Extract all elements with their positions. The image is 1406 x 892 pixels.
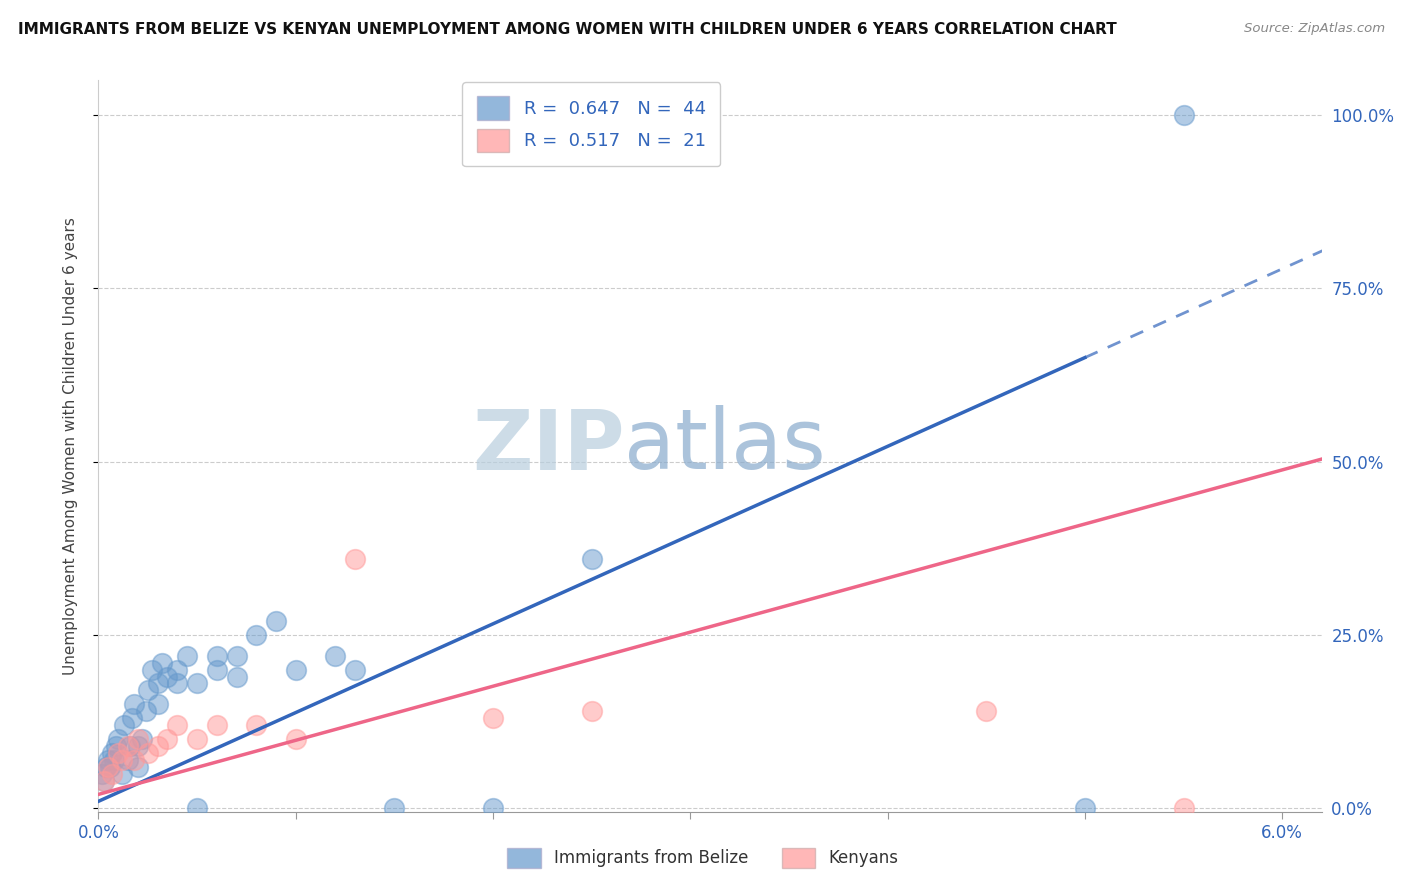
Point <box>141 663 163 677</box>
Point <box>97 753 120 767</box>
Text: IMMIGRANTS FROM BELIZE VS KENYAN UNEMPLOYMENT AMONG WOMEN WITH CHILDREN UNDER 6 : IMMIGRANTS FROM BELIZE VS KENYAN UNEMPLO… <box>18 22 1116 37</box>
Point <box>581 704 603 718</box>
Point <box>284 731 307 746</box>
Point <box>117 753 139 767</box>
Point <box>245 718 267 732</box>
Point <box>91 766 114 780</box>
Point <box>343 551 366 566</box>
Point <box>186 731 208 746</box>
Point <box>186 676 208 690</box>
Point <box>205 663 228 677</box>
Point <box>146 676 169 690</box>
Point <box>112 718 135 732</box>
Point <box>323 648 346 663</box>
Point <box>343 663 366 677</box>
Point <box>166 663 188 677</box>
Point <box>96 759 118 773</box>
Point <box>93 773 115 788</box>
Point <box>131 731 153 746</box>
Point <box>101 746 124 760</box>
Point <box>482 801 505 815</box>
Point <box>127 759 149 773</box>
Point <box>105 739 128 753</box>
Point <box>136 683 159 698</box>
Point <box>581 551 603 566</box>
Point <box>150 656 173 670</box>
Point <box>225 648 247 663</box>
Point <box>974 704 997 718</box>
Point <box>136 746 159 760</box>
Y-axis label: Unemployment Among Women with Children Under 6 years: Unemployment Among Women with Children U… <box>63 217 77 675</box>
Point <box>111 766 134 780</box>
Point <box>176 648 198 663</box>
Point <box>156 731 179 746</box>
Point <box>135 704 157 718</box>
Text: atlas: atlas <box>624 406 827 486</box>
Text: ZIP: ZIP <box>472 406 624 486</box>
Point <box>166 718 188 732</box>
Point <box>156 669 179 683</box>
Point <box>97 759 120 773</box>
Point <box>103 753 125 767</box>
Legend: Immigrants from Belize, Kenyans: Immigrants from Belize, Kenyans <box>501 841 905 875</box>
Point <box>107 746 129 760</box>
Point <box>146 739 169 753</box>
Point <box>101 766 124 780</box>
Point <box>127 731 149 746</box>
Point <box>107 731 129 746</box>
Legend: R =  0.647   N =  44, R =  0.517   N =  21: R = 0.647 N = 44, R = 0.517 N = 21 <box>463 82 720 166</box>
Point <box>284 663 307 677</box>
Point <box>117 739 139 753</box>
Point <box>111 753 134 767</box>
Point <box>205 648 228 663</box>
Point <box>118 739 141 753</box>
Text: Source: ZipAtlas.com: Source: ZipAtlas.com <box>1244 22 1385 36</box>
Point <box>205 718 228 732</box>
Point <box>186 801 208 815</box>
Point <box>98 759 121 773</box>
Point <box>122 698 145 712</box>
Point <box>225 669 247 683</box>
Point <box>1173 801 1195 815</box>
Point <box>482 711 505 725</box>
Point <box>146 698 169 712</box>
Point <box>166 676 188 690</box>
Point <box>245 628 267 642</box>
Point <box>264 614 287 628</box>
Point <box>1173 108 1195 122</box>
Point <box>382 801 405 815</box>
Point <box>127 739 149 753</box>
Point <box>93 773 115 788</box>
Point <box>121 711 143 725</box>
Point <box>1074 801 1097 815</box>
Point <box>122 753 145 767</box>
